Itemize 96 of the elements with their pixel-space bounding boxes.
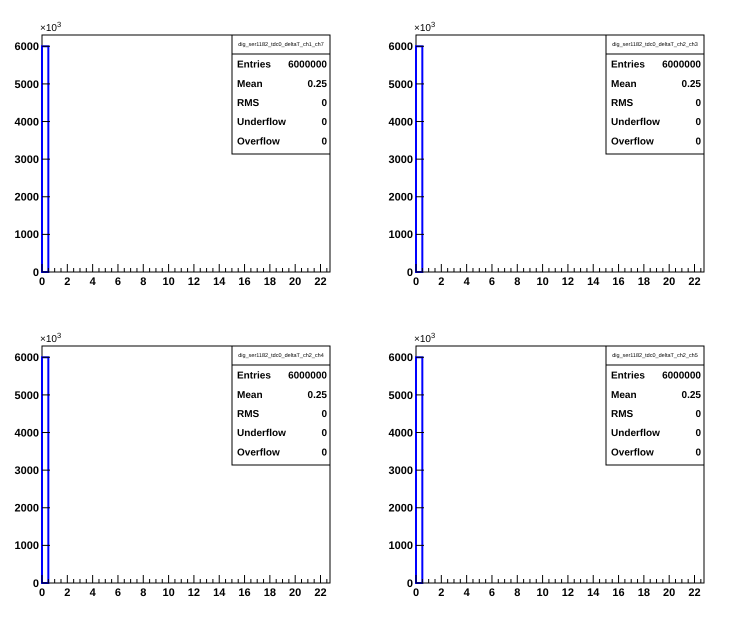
x-tick-label: 22 xyxy=(314,276,327,288)
text: RMS 0 xyxy=(611,409,701,420)
text: Overflow 0 xyxy=(237,447,327,458)
text: RMS 0 xyxy=(237,409,327,420)
y-tick-label: 1000 xyxy=(388,229,413,242)
text: RMS 0 xyxy=(237,98,327,109)
x-tick-label: 6 xyxy=(114,587,122,599)
x-tick-label: 2 xyxy=(438,276,444,288)
x-tick-label: 4 xyxy=(90,587,97,599)
text: Entries 6000000 xyxy=(237,60,327,71)
y-tick-label: 3000 xyxy=(388,154,413,166)
x-tick-label: 14 xyxy=(213,276,226,288)
y-tick-label: 6000 xyxy=(14,41,39,54)
x-tick-label: 20 xyxy=(663,587,676,599)
y-tick-label: 4000 xyxy=(14,116,39,128)
x-tick-label: 18 xyxy=(264,587,276,599)
x-tick-label: 22 xyxy=(688,587,701,599)
x-tick-label: 6 xyxy=(114,276,122,288)
x-tick-label: 14 xyxy=(213,587,226,599)
text: Overflow 0 xyxy=(237,136,327,148)
x-tick-label: 12 xyxy=(188,276,200,288)
y-tick-label: 0 xyxy=(406,578,413,590)
text: Underflow 0 xyxy=(611,117,701,128)
y-tick-label: 1000 xyxy=(388,540,413,552)
y-tick-label: 5000 xyxy=(388,390,413,402)
text: Entries 6000000 xyxy=(611,370,701,382)
x-tick-label: 18 xyxy=(638,587,650,599)
x-tick-label: 12 xyxy=(562,276,574,288)
x-tick-label: 16 xyxy=(238,276,251,288)
y-tick-label: 0 xyxy=(32,266,39,279)
x-tick-label: 20 xyxy=(289,587,302,599)
x-tick-label: 22 xyxy=(688,276,701,288)
x-tick-label: 18 xyxy=(638,276,650,288)
x-tick-label: 16 xyxy=(238,587,251,599)
x-tick-label: 6 xyxy=(488,276,496,288)
y-tick-label: 3000 xyxy=(14,464,39,477)
x-tick-label: 18 xyxy=(264,276,276,288)
x-tick-label: 20 xyxy=(289,276,302,288)
y-tick-label: 4000 xyxy=(388,427,413,440)
x-tick-label: 10 xyxy=(536,587,549,599)
text: ×10$^{3}$ xyxy=(414,20,436,34)
x-tick-label: 2 xyxy=(64,276,70,288)
text: Overflow 0 xyxy=(611,136,701,148)
y-tick-label: 6000 xyxy=(388,352,413,364)
text: ×10$^{3}$ xyxy=(40,20,62,34)
text: Overflow 0 xyxy=(611,447,701,458)
y-tick-label: 6000 xyxy=(388,41,413,54)
text: Underflow 0 xyxy=(611,428,701,440)
x-tick-label: 8 xyxy=(514,276,520,288)
text: Mean 0.25 xyxy=(611,78,701,90)
x-tick-label: 8 xyxy=(514,587,520,599)
x-tick-label: 10 xyxy=(536,276,549,288)
text: ×10$^{3}$ xyxy=(414,330,436,345)
y-tick-label: 2000 xyxy=(14,192,39,204)
y-tick-label: 0 xyxy=(32,578,39,590)
x-tick-label: 16 xyxy=(612,276,625,288)
y-tick-label: 6000 xyxy=(14,352,39,364)
y-tick-label: 3000 xyxy=(14,154,39,166)
x-tick-label: 6 xyxy=(488,587,496,599)
x-tick-label: 22 xyxy=(314,587,327,599)
text: Entries 6000000 xyxy=(237,370,327,382)
x-tick-label: 12 xyxy=(562,587,574,599)
x-tick-label: 4 xyxy=(464,276,471,288)
y-tick-label: 4000 xyxy=(388,116,413,128)
text: RMS 0 xyxy=(611,98,701,109)
x-tick-label: 10 xyxy=(162,587,175,599)
x-tick-label: 20 xyxy=(663,276,676,288)
y-tick-label: 2000 xyxy=(388,192,413,204)
x-tick-label: 2 xyxy=(438,587,444,599)
y-tick-label: 1000 xyxy=(14,540,39,552)
x-tick-label: 10 xyxy=(162,276,175,288)
x-tick-label: 14 xyxy=(587,587,600,599)
y-tick-label: 5000 xyxy=(388,78,413,91)
y-tick-label: 5000 xyxy=(14,390,39,402)
x-tick-label: 16 xyxy=(612,587,625,599)
x-tick-label: 14 xyxy=(587,276,600,288)
text: Mean 0.25 xyxy=(611,390,701,401)
x-tick-label: 8 xyxy=(140,276,146,288)
y-tick-label: 4000 xyxy=(14,427,39,440)
y-tick-label: 2000 xyxy=(14,502,39,515)
text: Underflow 0 xyxy=(237,428,327,440)
y-tick-label: 5000 xyxy=(14,78,39,91)
y-tick-label: 1000 xyxy=(14,229,39,242)
y-tick-label: 0 xyxy=(406,266,413,279)
text: Mean 0.25 xyxy=(237,78,327,90)
x-tick-label: 2 xyxy=(64,587,70,599)
x-tick-label: 4 xyxy=(90,276,97,288)
x-tick-label: 4 xyxy=(464,587,471,599)
y-tick-label: 2000 xyxy=(388,502,413,515)
text: Mean 0.25 xyxy=(237,390,327,401)
x-tick-label: 8 xyxy=(140,587,146,599)
text: Entries 6000000 xyxy=(611,60,701,71)
text: Underflow 0 xyxy=(237,117,327,128)
y-tick-label: 3000 xyxy=(388,464,413,477)
text: ×10$^{3}$ xyxy=(40,330,62,345)
x-tick-label: 12 xyxy=(188,587,200,599)
